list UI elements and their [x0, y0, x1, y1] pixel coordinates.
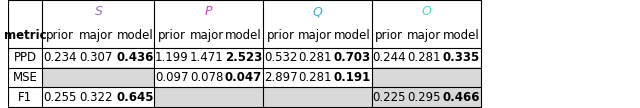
Text: 0.281: 0.281 — [298, 51, 332, 64]
Text: 0.281: 0.281 — [298, 71, 332, 84]
Bar — [406, 68, 442, 87]
Text: prior: prior — [46, 29, 74, 42]
Text: 0.225: 0.225 — [372, 91, 406, 104]
Text: major: major — [79, 29, 113, 42]
Bar — [42, 68, 77, 87]
Text: O: O — [421, 5, 431, 18]
Text: model: model — [116, 29, 153, 42]
Text: 0.191: 0.191 — [333, 71, 371, 84]
Text: PPD: PPD — [13, 51, 36, 64]
Bar — [372, 68, 406, 87]
Text: S: S — [95, 5, 102, 18]
Text: 2.523: 2.523 — [225, 51, 262, 64]
Text: 2.897: 2.897 — [264, 71, 298, 84]
Text: 0.436: 0.436 — [116, 51, 154, 64]
Bar — [298, 87, 333, 107]
Text: prior: prior — [158, 29, 186, 42]
Text: model: model — [225, 29, 262, 42]
Text: 0.295: 0.295 — [407, 91, 441, 104]
Text: 0.532: 0.532 — [264, 51, 297, 64]
Text: 0.703: 0.703 — [333, 51, 371, 64]
Bar — [442, 68, 481, 87]
Text: 0.466: 0.466 — [442, 91, 480, 104]
Bar — [372, 87, 406, 107]
Text: 0.234: 0.234 — [43, 51, 77, 64]
Bar — [406, 87, 442, 107]
Bar — [115, 68, 154, 87]
Bar — [333, 87, 372, 107]
Text: 1.471: 1.471 — [189, 51, 223, 64]
Bar — [442, 87, 481, 107]
Text: 0.097: 0.097 — [155, 71, 189, 84]
Text: 0.307: 0.307 — [79, 51, 113, 64]
Text: 0.322: 0.322 — [79, 91, 113, 104]
Text: metric: metric — [4, 29, 46, 42]
Text: model: model — [443, 29, 479, 42]
Bar — [77, 68, 115, 87]
Text: 0.645: 0.645 — [116, 91, 154, 104]
Text: major: major — [407, 29, 441, 42]
Bar — [154, 87, 189, 107]
Bar — [189, 87, 224, 107]
Text: 0.255: 0.255 — [43, 91, 77, 104]
Text: F1: F1 — [18, 91, 32, 104]
Text: 0.335: 0.335 — [442, 51, 479, 64]
Text: P: P — [205, 5, 212, 18]
Text: Q: Q — [312, 5, 323, 18]
Bar — [224, 87, 263, 107]
Text: 0.281: 0.281 — [407, 51, 441, 64]
Text: model: model — [334, 29, 371, 42]
Text: 0.047: 0.047 — [225, 71, 262, 84]
Text: prior: prior — [375, 29, 403, 42]
Text: prior: prior — [266, 29, 294, 42]
Text: 0.078: 0.078 — [190, 71, 223, 84]
Text: major: major — [298, 29, 332, 42]
Text: MSE: MSE — [13, 71, 38, 84]
Bar — [263, 87, 298, 107]
Text: 1.199: 1.199 — [155, 51, 189, 64]
Text: 0.244: 0.244 — [372, 51, 406, 64]
Text: major: major — [189, 29, 223, 42]
